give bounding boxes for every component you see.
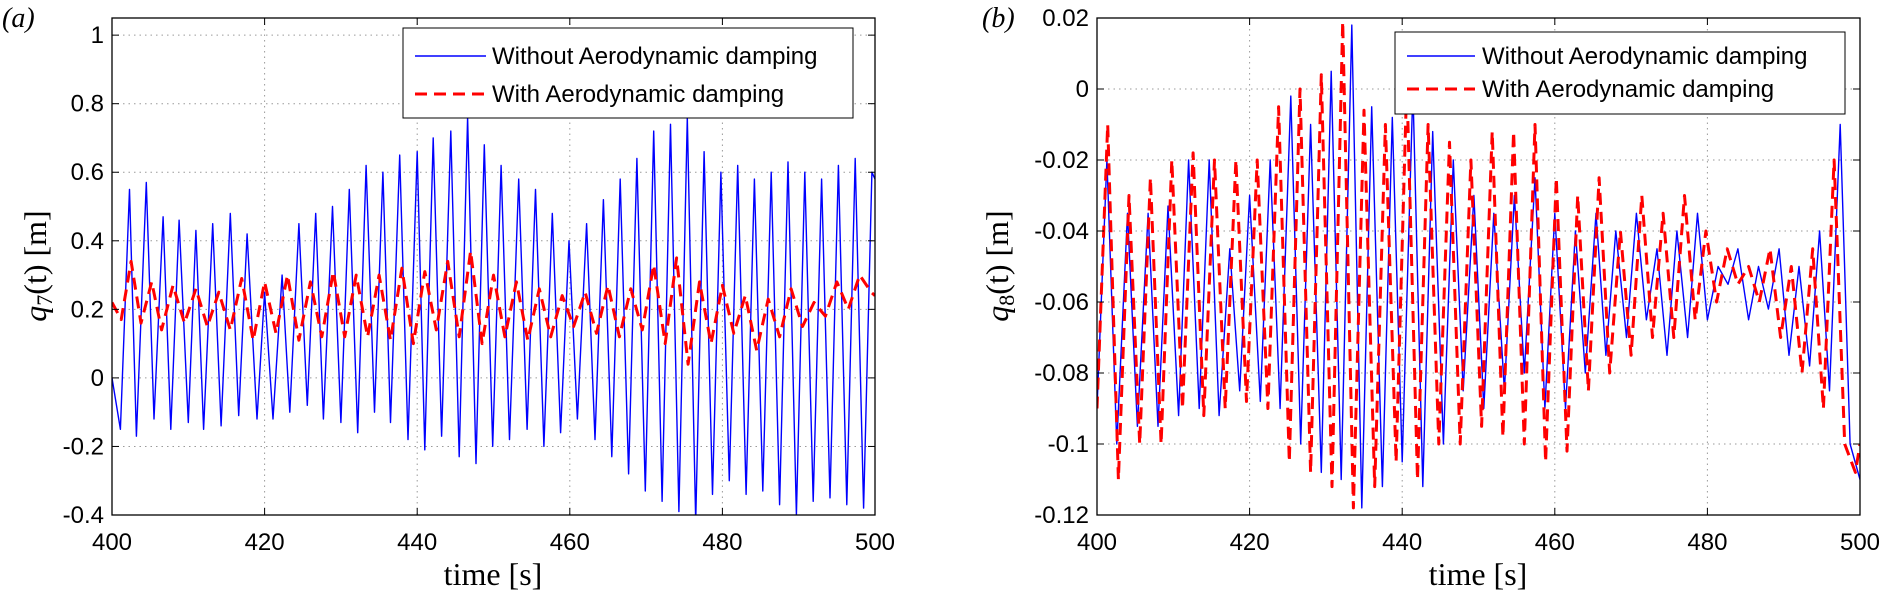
- series-without-damping-line-a: [112, 116, 875, 515]
- x-tick-label-b: 480: [1687, 529, 1727, 556]
- y-tick-label-a: 0.6: [71, 159, 104, 186]
- x-tick-label-b: 440: [1382, 529, 1422, 556]
- x-tick-label-a: 420: [245, 529, 285, 556]
- legend-label-without-b: Without Aerodynamic damping: [1482, 43, 1808, 70]
- y-tick-label-b: 0: [1076, 76, 1089, 103]
- y-tick-label-b: -0.12: [1034, 502, 1089, 529]
- y-tick-label-b: -0.06: [1034, 289, 1089, 316]
- y-tick-label-a: 0: [91, 365, 104, 392]
- x-axis-label-b: time [s]: [1429, 556, 1528, 592]
- y-tick-label-a: 0.8: [71, 91, 104, 118]
- panel-label-b: (b): [982, 3, 1015, 34]
- panel-label-a: (a): [2, 3, 35, 34]
- x-tick-label-a: 500: [855, 529, 895, 556]
- series-with-damping-line-a: [112, 249, 875, 366]
- series-without-damping-line-b: [1097, 24, 1860, 509]
- y-tick-label-a: 0.4: [71, 228, 104, 255]
- x-tick-label-b: 460: [1535, 529, 1575, 556]
- legend-box-b: [1394, 31, 1846, 115]
- legend-label-with-a: With Aerodynamic damping: [492, 81, 784, 108]
- x-tick-label-a: 400: [92, 529, 132, 556]
- legend-b: Without Aerodynamic damping With Aerodyn…: [1394, 31, 1846, 115]
- y-tick-label-a: -0.4: [63, 502, 104, 529]
- x-tick-label-b: 420: [1230, 529, 1270, 556]
- panel-a: (a) 400 420 440 460 480 500 -0.4 -0.2 0 0.2 0.4 0.6…: [2, 3, 895, 592]
- y-tick-label-b: 0.02: [1042, 5, 1089, 32]
- legend-label-without-a: Without Aerodynamic damping: [492, 43, 818, 70]
- legend-label-with-b: With Aerodynamic damping: [1482, 76, 1774, 103]
- x-tick-label-b: 400: [1077, 529, 1117, 556]
- y-axis-label-b: q8(t) [m]: [979, 210, 1019, 321]
- series-with-damping-line-b: [1097, 20, 1860, 510]
- panel-b: (b) 400 420 440 460 480 500 -0.12 -0.1 -0.08 -0.0…: [979, 3, 1880, 592]
- x-tick-label-a: 460: [550, 529, 590, 556]
- y-tick-label-a: -0.2: [63, 433, 104, 460]
- plot-frame-a: [111, 17, 876, 516]
- legend-box-a: [402, 27, 854, 119]
- y-tick-label-a: 1: [91, 22, 104, 49]
- y-tick-label-b: -0.08: [1034, 360, 1089, 387]
- x-tick-label-a: 480: [702, 529, 742, 556]
- y-axis-label-a: q7(t) [m]: [17, 210, 57, 321]
- y-tick-label-b: -0.1: [1048, 431, 1089, 458]
- y-tick-label-b: -0.04: [1034, 218, 1089, 245]
- y-tick-label-b: -0.02: [1034, 147, 1089, 174]
- plot-frame-b: [1096, 17, 1861, 516]
- y-tick-label-a: 0.2: [71, 296, 104, 323]
- x-tick-label-a: 440: [397, 529, 437, 556]
- x-tick-label-b: 500: [1840, 529, 1880, 556]
- legend-a: Without Aerodynamic damping With Aerodyn…: [402, 27, 854, 119]
- x-axis-label-a: time [s]: [444, 556, 543, 592]
